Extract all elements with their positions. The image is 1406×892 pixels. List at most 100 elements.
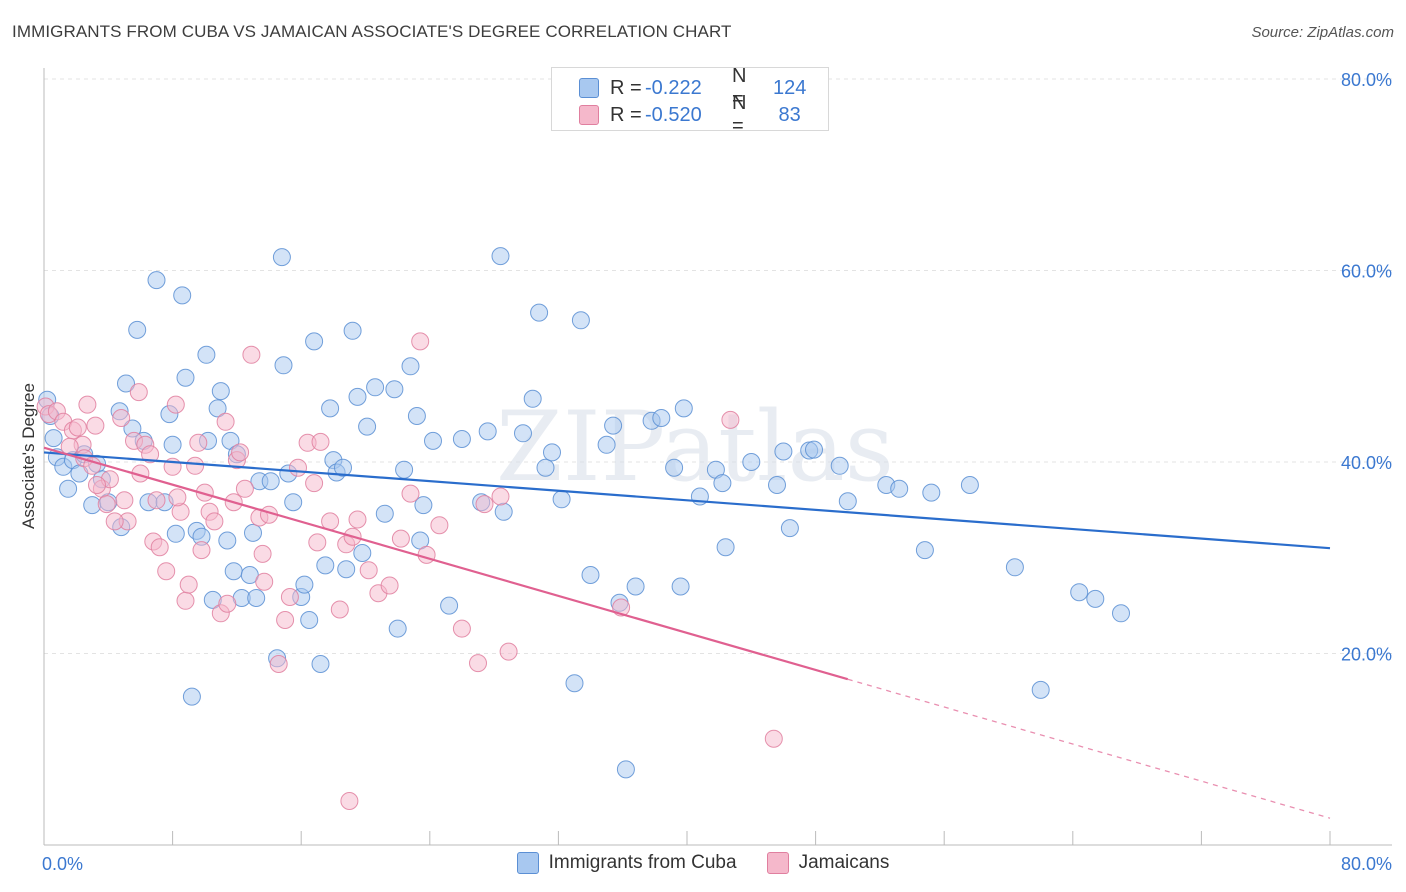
point-cuba (173, 286, 192, 305)
point-cuba (581, 566, 600, 584)
r-value: -0.222 (645, 76, 702, 99)
point-cuba (626, 577, 645, 596)
point-cuba (780, 519, 799, 538)
y-tick-label: 40.0% (1341, 453, 1392, 473)
point-cuba (890, 479, 909, 498)
point-cuba (452, 430, 471, 448)
n-label: N = (732, 65, 747, 110)
point-jamaicans (255, 572, 274, 591)
point-jamaicans (141, 445, 160, 464)
point-cuba (375, 504, 394, 523)
point-jamaicans (276, 611, 295, 629)
tick-labels: 20.0% 40.0% 60.0% 80.0% 0.0% 80.0% (42, 70, 1392, 874)
point-cuba (385, 380, 404, 399)
point-jamaicans (417, 545, 436, 564)
point-cuba (337, 560, 356, 579)
r-label: R = (610, 103, 642, 126)
point-cuba (348, 387, 367, 406)
point-cuba (742, 453, 761, 471)
y-tick-label: 80.0% (1341, 70, 1392, 90)
point-jamaicans (216, 412, 235, 431)
trend-lines (43, 446, 1331, 819)
point-cuba (1070, 583, 1089, 602)
point-cuba (300, 611, 319, 629)
point-jamaicans (452, 619, 471, 638)
point-jamaicans (764, 729, 783, 748)
point-jamaicans (253, 544, 272, 563)
point-jamaicans (218, 594, 237, 613)
point-jamaicans (105, 512, 124, 531)
point-cuba (117, 374, 135, 393)
stats-swatch-jamaicans (579, 105, 599, 125)
point-jamaicans (491, 487, 510, 506)
point-cuba (523, 389, 542, 408)
x-tick-label: 80.0% (1341, 854, 1392, 874)
point-cuba (616, 760, 635, 779)
x-tick-label: 0.0% (42, 854, 83, 874)
point-jamaicans (115, 491, 134, 510)
point-cuba (316, 556, 335, 575)
point-cuba (774, 442, 793, 461)
point-jamaicans (168, 488, 187, 507)
point-cuba (197, 345, 216, 364)
point-jamaicans (97, 495, 116, 514)
point-jamaicans (280, 588, 299, 606)
point-jamaicans (166, 395, 185, 414)
point-cuba (478, 422, 497, 441)
point-cuba (128, 320, 147, 339)
point-cuba (166, 524, 185, 543)
point-cuba (536, 458, 555, 477)
point-jamaicans (348, 510, 367, 529)
y-tick-label: 20.0% (1341, 645, 1392, 665)
point-jamaicans (311, 432, 330, 451)
point-cuba (671, 577, 690, 596)
stats-legend: R = -0.222 N = 124 R = -0.520 N = 83 (551, 65, 829, 137)
point-cuba (494, 502, 513, 521)
point-cuba (552, 490, 571, 509)
point-cuba (407, 407, 426, 425)
legend-label-cuba: Immigrants from Cuba (548, 852, 737, 873)
point-jamaicans (289, 458, 307, 477)
point-cuba (440, 596, 459, 615)
point-cuba (565, 674, 584, 693)
point-jamaicans (305, 474, 324, 493)
point-cuba (208, 399, 227, 418)
point-jamaicans (189, 433, 208, 452)
point-cuba (1005, 558, 1024, 577)
point-cuba (272, 248, 291, 267)
point-cuba (395, 460, 414, 479)
point-cuba (274, 356, 293, 375)
point-cuba (366, 378, 385, 397)
point-cuba (805, 440, 823, 459)
point-cuba (247, 589, 266, 607)
point-cuba (543, 443, 561, 462)
series-jamaicans-points (36, 332, 783, 810)
legend-item-cuba[interactable]: Immigrants from Cuba (516, 852, 737, 874)
point-cuba (147, 271, 166, 290)
point-cuba (334, 458, 352, 477)
point-cuba (597, 435, 616, 454)
n-value: 124 (773, 76, 807, 99)
point-jamaicans (150, 538, 169, 557)
point-cuba (211, 382, 230, 401)
point-jamaicans (186, 456, 205, 475)
point-jamaicans (340, 792, 359, 810)
point-cuba (261, 472, 280, 491)
source-label: Source: ZipAtlas.com (1251, 24, 1394, 41)
point-cuba (59, 479, 78, 498)
stats-swatch-cuba (579, 78, 599, 98)
point-cuba (604, 416, 623, 435)
r-label: R = (610, 76, 642, 99)
point-cuba (716, 538, 735, 557)
trend-line-cuba (43, 451, 1331, 550)
point-jamaicans (157, 562, 176, 581)
watermark: ZIPatlas (496, 391, 894, 503)
point-jamaicans (499, 642, 518, 661)
legend-item-jamaicans[interactable]: Jamaicans (766, 852, 889, 874)
point-jamaicans (68, 418, 87, 437)
point-cuba (674, 399, 693, 418)
point-jamaicans (401, 484, 420, 503)
legend-swatch-jamaicans (766, 852, 789, 874)
point-cuba (218, 531, 237, 550)
point-cuba (838, 492, 857, 511)
